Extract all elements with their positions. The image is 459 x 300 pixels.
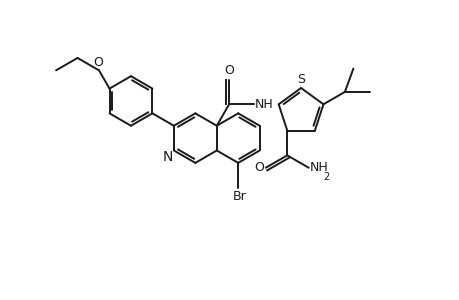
- Text: S: S: [297, 73, 304, 86]
- Text: N: N: [162, 149, 173, 164]
- Text: NH: NH: [309, 161, 328, 174]
- Text: NH: NH: [254, 98, 273, 111]
- Text: O: O: [93, 56, 103, 69]
- Text: Br: Br: [232, 190, 246, 202]
- Text: O: O: [224, 64, 234, 76]
- Text: O: O: [253, 161, 263, 174]
- Text: 2: 2: [323, 172, 329, 182]
